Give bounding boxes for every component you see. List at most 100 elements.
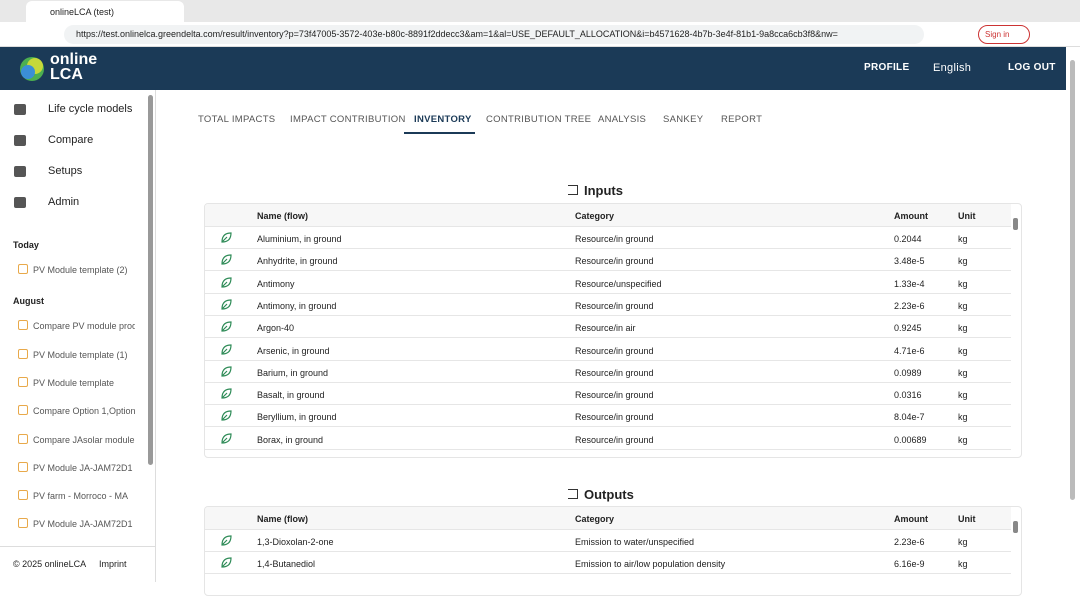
sidebar-scrollbar[interactable] xyxy=(148,95,153,465)
history-item[interactable]: PV Module template (2) xyxy=(33,265,128,275)
history-item[interactable]: PV Module template xyxy=(33,377,115,388)
logo-text: online LCA xyxy=(50,52,97,83)
menu-icon xyxy=(14,197,26,208)
menu-item[interactable]: Setups xyxy=(48,165,83,177)
menu-item[interactable]: Life cycle models xyxy=(48,103,133,115)
table-scrollbar[interactable] xyxy=(1013,218,1018,230)
table-cell: 1,4-Butanediol xyxy=(257,559,316,570)
table-cell: 1.33e-4 xyxy=(894,278,925,289)
column-header[interactable]: Category xyxy=(575,514,615,524)
table-cell: Resource/in ground xyxy=(575,390,654,401)
logo-icon xyxy=(20,57,44,81)
history-item[interactable]: Compare Option 1,Option xyxy=(33,406,135,417)
history-item[interactable]: PV Module template (1) xyxy=(33,349,128,360)
table-row[interactable]: 1,3-Dioxolan-2-one Emission to water/unsp… xyxy=(205,530,1011,552)
table-row[interactable]: Basalt, in ground Resource/in ground 0.031… xyxy=(205,383,1011,406)
history-item[interactable]: Compare JAsolar module xyxy=(33,434,135,445)
section-title: Outputs xyxy=(584,487,634,502)
table-cell: kg xyxy=(958,278,968,289)
history-icon xyxy=(18,376,28,387)
history-item[interactable]: PV Module JA-JAM72D1 xyxy=(33,462,133,473)
history-item[interactable]: PV Module JA-JAM72D1 xyxy=(33,519,133,530)
data-table: Name (flow) Category Amount Unit 1,3-Dioxola… xyxy=(204,506,1022,596)
table-cell: kg xyxy=(958,345,968,356)
table-cell: 0.2044 xyxy=(894,234,922,244)
column-header[interactable]: Amount xyxy=(894,211,928,221)
logout-link[interactable]: LOG OUT xyxy=(1008,62,1056,73)
history-item[interactable]: Compare PV module prod xyxy=(33,321,135,332)
browser-tab[interactable]: onlineLCA (test) xyxy=(26,1,184,22)
table-cell: 2.23e-6 xyxy=(894,537,925,547)
column-header[interactable]: Amount xyxy=(894,514,928,524)
table-row[interactable]: Borax, in ground Resource/in ground 0.0068… xyxy=(205,428,1011,450)
flow-icon xyxy=(221,410,232,421)
page-scrollbar[interactable] xyxy=(1070,60,1075,500)
table-header: Name (flow) Category Amount Unit xyxy=(205,507,1011,530)
column-header[interactable]: Name (flow) xyxy=(257,211,309,221)
history-icon xyxy=(18,518,28,529)
table-row[interactable]: Anhydrite, in ground Resource/in ground 3.… xyxy=(205,249,1011,272)
history-icon xyxy=(18,433,28,444)
table-cell: 0.0316 xyxy=(894,390,922,401)
table-cell: kg xyxy=(958,234,968,244)
url-field[interactable]: https://test.onlinelca.greendelta.com/re… xyxy=(64,25,924,44)
section-title: August xyxy=(13,296,44,307)
result-tab[interactable]: INVENTORY xyxy=(414,114,472,125)
table-row[interactable]: Argon-40 Resource/in air 0.9245 kg xyxy=(205,316,1011,339)
table-cell: kg xyxy=(958,323,968,334)
table-cell: 0.9245 xyxy=(894,323,922,334)
table-cell: 1,3-Dioxolan-2-one xyxy=(257,537,334,547)
menu-item[interactable]: Compare xyxy=(48,134,94,146)
table-row[interactable]: Barium, in ground Resource/in ground 0.098… xyxy=(205,361,1011,383)
flow-icon xyxy=(221,321,232,332)
result-tab[interactable]: CONTRIBUTION TREE xyxy=(486,114,592,125)
table-cell: Antimony, in ground xyxy=(257,300,337,311)
result-tab[interactable]: TOTAL IMPACTS xyxy=(198,114,276,125)
table-row[interactable]: Beryllium, in ground Resource/in ground 8.… xyxy=(205,405,1011,428)
flow-icon xyxy=(221,232,232,243)
history-icon xyxy=(18,490,28,501)
table-cell: Resource/in ground xyxy=(575,412,654,423)
table-cell: 8.04e-7 xyxy=(894,412,925,423)
language-select[interactable]: English xyxy=(933,62,972,74)
table-cell: Antimony xyxy=(257,278,295,289)
table-row[interactable]: Arsenic, in ground Resource/in ground 4.71… xyxy=(205,339,1011,361)
column-header[interactable]: Unit xyxy=(958,211,976,221)
column-header[interactable]: Unit xyxy=(958,514,976,524)
column-header[interactable]: Name (flow) xyxy=(257,514,309,524)
menu-icon xyxy=(14,104,26,115)
profile-link[interactable]: PROFILE xyxy=(864,62,910,73)
result-tab[interactable]: ANALYSIS xyxy=(598,114,647,125)
result-tab[interactable]: IMPACT CONTRIBUTION xyxy=(290,114,406,125)
section-icon xyxy=(568,185,578,195)
history-icon xyxy=(18,348,28,359)
column-header[interactable]: Category xyxy=(575,211,615,221)
imprint-link[interactable]: Imprint xyxy=(99,559,127,569)
history-icon xyxy=(18,264,28,274)
table-row[interactable]: 1,4-Butanediol Emission to air/low popula… xyxy=(205,552,1011,575)
table-scrollbar[interactable] xyxy=(1013,521,1018,533)
sign-in-button[interactable]: Sign in xyxy=(978,25,1030,44)
table-row[interactable]: Antimony Resource/unspecified 1.33e-4 kg xyxy=(205,272,1011,294)
flow-icon xyxy=(221,366,232,377)
table-row[interactable]: Antimony, in ground Resource/in ground 2.2… xyxy=(205,294,1011,316)
history-item[interactable]: PV farm - Morroco - MA xyxy=(33,491,129,502)
table-cell: kg xyxy=(958,434,968,445)
table-cell: 0.00689 xyxy=(894,434,927,445)
table-cell: Barium, in ground xyxy=(257,367,329,378)
result-tab[interactable]: SANKEY xyxy=(663,114,704,125)
table-cell: Emission to air/low population density xyxy=(575,559,726,570)
menu-item[interactable]: Admin xyxy=(48,196,80,208)
table-cell: Arsenic, in ground xyxy=(257,345,330,356)
table-row[interactable]: Aluminium, in ground Resource/in ground 0.… xyxy=(205,227,1011,249)
flow-icon xyxy=(221,299,232,310)
active-tab-indicator xyxy=(404,132,475,134)
table-cell: kg xyxy=(958,412,968,423)
flow-icon xyxy=(221,433,232,444)
table-cell: Aluminium, in ground xyxy=(257,234,342,244)
table-cell: Argon-40 xyxy=(257,323,295,334)
table-cell: Resource/in ground xyxy=(575,345,654,356)
result-tab[interactable]: REPORT xyxy=(721,114,763,125)
